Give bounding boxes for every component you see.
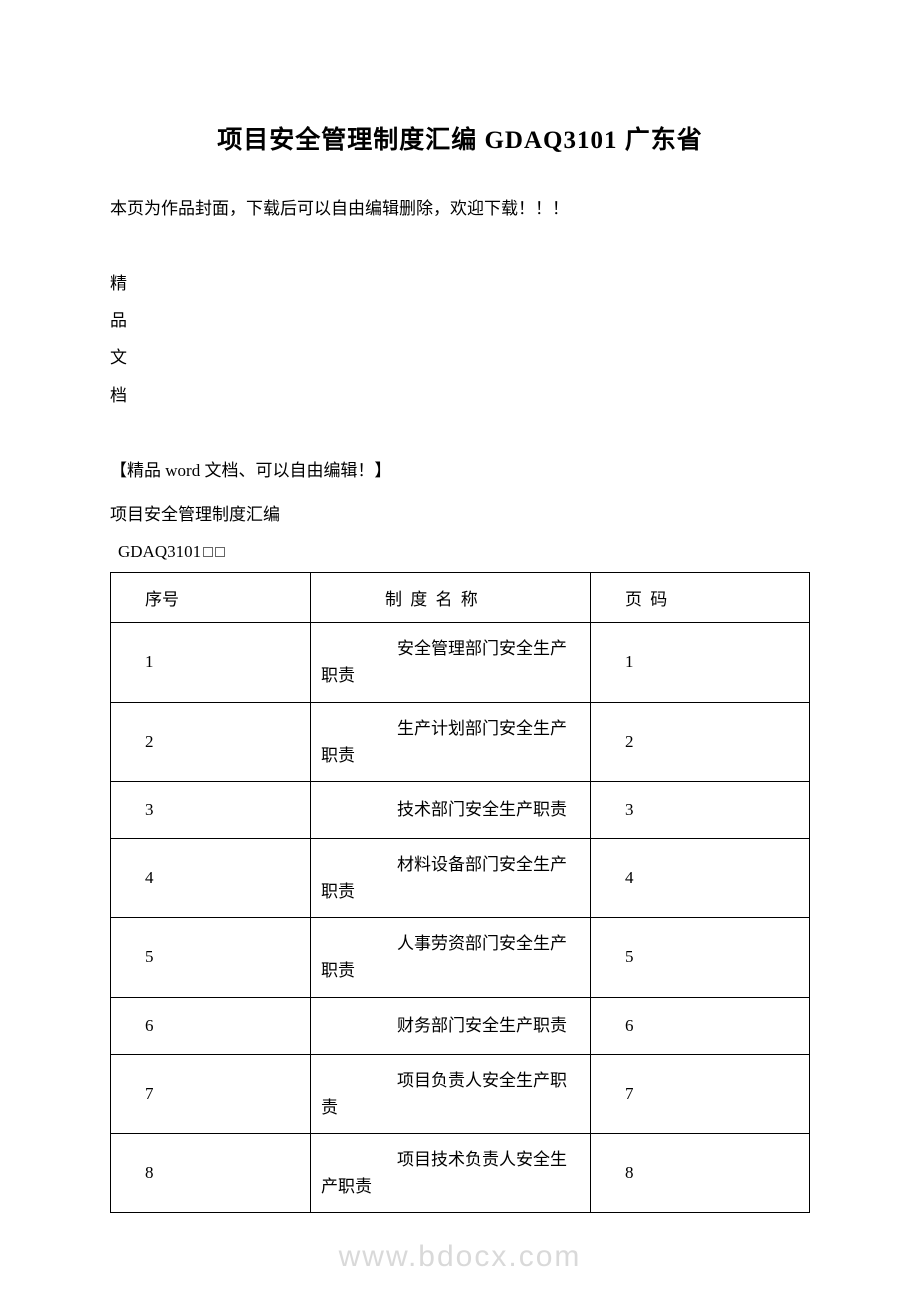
cell-name: 安全管理部门安全生产职责 xyxy=(311,623,591,702)
cell-seq: 3 xyxy=(111,781,311,838)
table-row: 8项目技术负责人安全生产职责8 xyxy=(111,1134,810,1213)
cell-name: 人事劳资部门安全生产职责 xyxy=(311,918,591,997)
vertical-char-2: 文 xyxy=(110,339,810,376)
cell-page: 7 xyxy=(591,1054,810,1133)
cell-name: 项目负责人安全生产职责 xyxy=(311,1054,591,1133)
code-boxes xyxy=(201,546,225,561)
cell-seq: 7 xyxy=(111,1054,311,1133)
edit-note: 【精品 word 文档、可以自由编辑！】 xyxy=(110,454,810,488)
document-title: 项目安全管理制度汇编 GDAQ3101 广东省 xyxy=(110,120,810,156)
cell-seq: 1 xyxy=(111,623,311,702)
cell-page: 1 xyxy=(591,623,810,702)
document-code: GDAQ3101 xyxy=(118,542,201,561)
cell-page: 6 xyxy=(591,997,810,1054)
cell-name: 项目技术负责人安全生产职责 xyxy=(311,1134,591,1213)
cell-seq: 6 xyxy=(111,997,311,1054)
cell-page: 4 xyxy=(591,838,810,917)
header-page: 页 码 xyxy=(591,573,810,623)
table-row: 6财务部门安全生产职责6 xyxy=(111,997,810,1054)
table-row: 7项目负责人安全生产职责7 xyxy=(111,1054,810,1133)
document-code-line: GDAQ3101 xyxy=(118,542,810,562)
table-row: 5人事劳资部门安全生产职责5 xyxy=(111,918,810,997)
cell-name: 技术部门安全生产职责 xyxy=(311,781,591,838)
cell-name: 材料设备部门安全生产职责 xyxy=(311,838,591,917)
header-name: 制 度 名 称 xyxy=(311,573,591,623)
contents-table: 序号 制 度 名 称 页 码 1安全管理部门安全生产职责12生产计划部门安全生产… xyxy=(110,572,810,1213)
watermark-text: www.bdocx.com xyxy=(339,1240,582,1274)
cell-name: 生产计划部门安全生产职责 xyxy=(311,702,591,781)
vertical-char-1: 品 xyxy=(110,302,810,339)
table-wrapper: www.bdocx.com 序号 制 度 名 称 页 码 1安全管理部门安全生产… xyxy=(110,572,810,1213)
cell-page: 2 xyxy=(591,702,810,781)
cell-seq: 2 xyxy=(111,702,311,781)
cell-seq: 8 xyxy=(111,1134,311,1213)
vertical-label-block: 精 品 文 档 xyxy=(110,265,810,415)
table-row: 4材料设备部门安全生产职责4 xyxy=(111,838,810,917)
table-row: 3技术部门安全生产职责3 xyxy=(111,781,810,838)
header-seq: 序号 xyxy=(111,573,311,623)
vertical-char-3: 档 xyxy=(110,377,810,414)
cell-page: 8 xyxy=(591,1134,810,1213)
cell-page: 3 xyxy=(591,781,810,838)
table-row: 2生产计划部门安全生产职责2 xyxy=(111,702,810,781)
vertical-char-0: 精 xyxy=(110,265,810,302)
document-subtitle: 项目安全管理制度汇编 xyxy=(110,498,810,532)
table-header-row: 序号 制 度 名 称 页 码 xyxy=(111,573,810,623)
cell-seq: 4 xyxy=(111,838,311,917)
table-row: 1安全管理部门安全生产职责1 xyxy=(111,623,810,702)
cell-name: 财务部门安全生产职责 xyxy=(311,997,591,1054)
cell-seq: 5 xyxy=(111,918,311,997)
cover-description: 本页为作品封面，下载后可以自由编辑删除，欢迎下载！！！ xyxy=(110,194,810,225)
cell-page: 5 xyxy=(591,918,810,997)
